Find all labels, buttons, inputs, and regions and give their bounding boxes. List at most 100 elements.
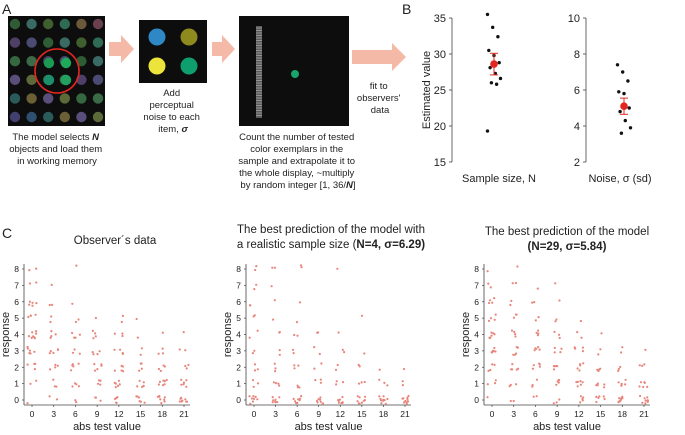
- data-point: [74, 336, 77, 339]
- data-point: [272, 318, 275, 321]
- data-point: [299, 397, 302, 400]
- x-tick-label: 18: [158, 409, 168, 419]
- step3-caption-line2: color exemplars in the: [250, 144, 343, 155]
- data-point: [490, 331, 493, 334]
- data-point: [402, 397, 405, 400]
- y-tick-label: 6: [14, 297, 19, 307]
- data-point: [35, 332, 38, 335]
- data-point: [386, 397, 389, 401]
- data-point: [617, 367, 621, 371]
- stimulus-disc: [59, 93, 70, 104]
- y-axis-label: response: [222, 312, 234, 357]
- data-point: [320, 362, 323, 365]
- data-point: [340, 401, 343, 405]
- stimulus-disc: [43, 37, 54, 48]
- data-point: [514, 313, 518, 316]
- data-point: [273, 266, 276, 269]
- stimulus-disc: [26, 111, 37, 123]
- data-point: [641, 364, 644, 367]
- data-point: [356, 400, 359, 403]
- data-point: [555, 401, 558, 404]
- data-point: [98, 350, 101, 353]
- x-axis-label: abs test value: [73, 421, 141, 433]
- data-point: [644, 402, 647, 405]
- noisy-item-disc: [180, 28, 198, 46]
- data-point: [185, 385, 188, 388]
- data-point: [184, 398, 187, 401]
- data-point: [497, 60, 501, 65]
- data-point: [559, 351, 562, 354]
- x-tick-label: 9: [555, 409, 560, 419]
- data-point: [603, 397, 606, 401]
- stimulus-disc: [92, 37, 104, 48]
- data-point: [498, 76, 503, 81]
- data-point: [163, 400, 166, 403]
- data-point: [163, 380, 166, 383]
- data-point: [162, 364, 165, 367]
- data-point: [382, 395, 385, 398]
- stimulus-display-background: [8, 16, 105, 126]
- data-point: [274, 370, 277, 373]
- data-point: [138, 369, 141, 372]
- data-point: [180, 378, 183, 381]
- data-point: [116, 384, 120, 387]
- data-point: [486, 383, 489, 386]
- data-point: [161, 352, 165, 355]
- data-point: [274, 382, 278, 385]
- data-point: [487, 282, 490, 285]
- data-point: [644, 348, 647, 351]
- x-tick-label: 21: [400, 409, 410, 419]
- step2-caption-line4: item,: [158, 124, 181, 135]
- stimulus-discs: [9, 18, 104, 123]
- data-point: [552, 368, 556, 371]
- data-point: [597, 353, 600, 356]
- data-point: [617, 369, 620, 372]
- data-point: [319, 400, 322, 403]
- data-point: [363, 395, 367, 398]
- data-point: [579, 363, 582, 366]
- data-point: [343, 351, 346, 354]
- data-point: [253, 349, 256, 352]
- data-point: [319, 381, 322, 384]
- data-point: [595, 384, 598, 387]
- data-point: [77, 362, 80, 365]
- data-point: [74, 399, 77, 402]
- data-point: [35, 302, 38, 305]
- data-point: [54, 366, 57, 369]
- data-point: [139, 353, 142, 356]
- stimulus-disc: [92, 93, 104, 104]
- data-point: [54, 333, 57, 336]
- data-point: [638, 385, 641, 388]
- data-point: [487, 301, 491, 305]
- data-point: [582, 362, 585, 365]
- data-point: [35, 330, 38, 333]
- data-point: [157, 383, 160, 386]
- y-axis-label: response: [460, 312, 472, 357]
- data-point: [494, 379, 497, 382]
- data-point: [118, 383, 121, 386]
- panel-label-a: A: [2, 1, 12, 17]
- data-point: [643, 363, 646, 366]
- data-point: [55, 385, 58, 388]
- data-point: [297, 398, 300, 401]
- data-point: [535, 378, 539, 381]
- data-point: [362, 399, 365, 402]
- y-tick-label: 6: [574, 85, 580, 97]
- step3-caption-line3: sample and extrapolate it to: [238, 156, 355, 167]
- data-point: [299, 264, 303, 267]
- data-point: [533, 301, 536, 304]
- data-point: [143, 401, 146, 404]
- stimulus-disc: [26, 93, 37, 104]
- data-point: [35, 267, 38, 270]
- x-tick-label: 21: [639, 409, 649, 419]
- data-point: [315, 399, 319, 403]
- x-tick-label: 6: [73, 409, 78, 419]
- data-point: [271, 266, 274, 269]
- data-point: [56, 364, 59, 367]
- fit-caption-line1: fit to: [370, 81, 388, 92]
- data-point: [294, 400, 297, 403]
- x-tick-label: 0: [490, 409, 495, 419]
- data-point: [113, 369, 116, 372]
- data-point: [159, 369, 162, 372]
